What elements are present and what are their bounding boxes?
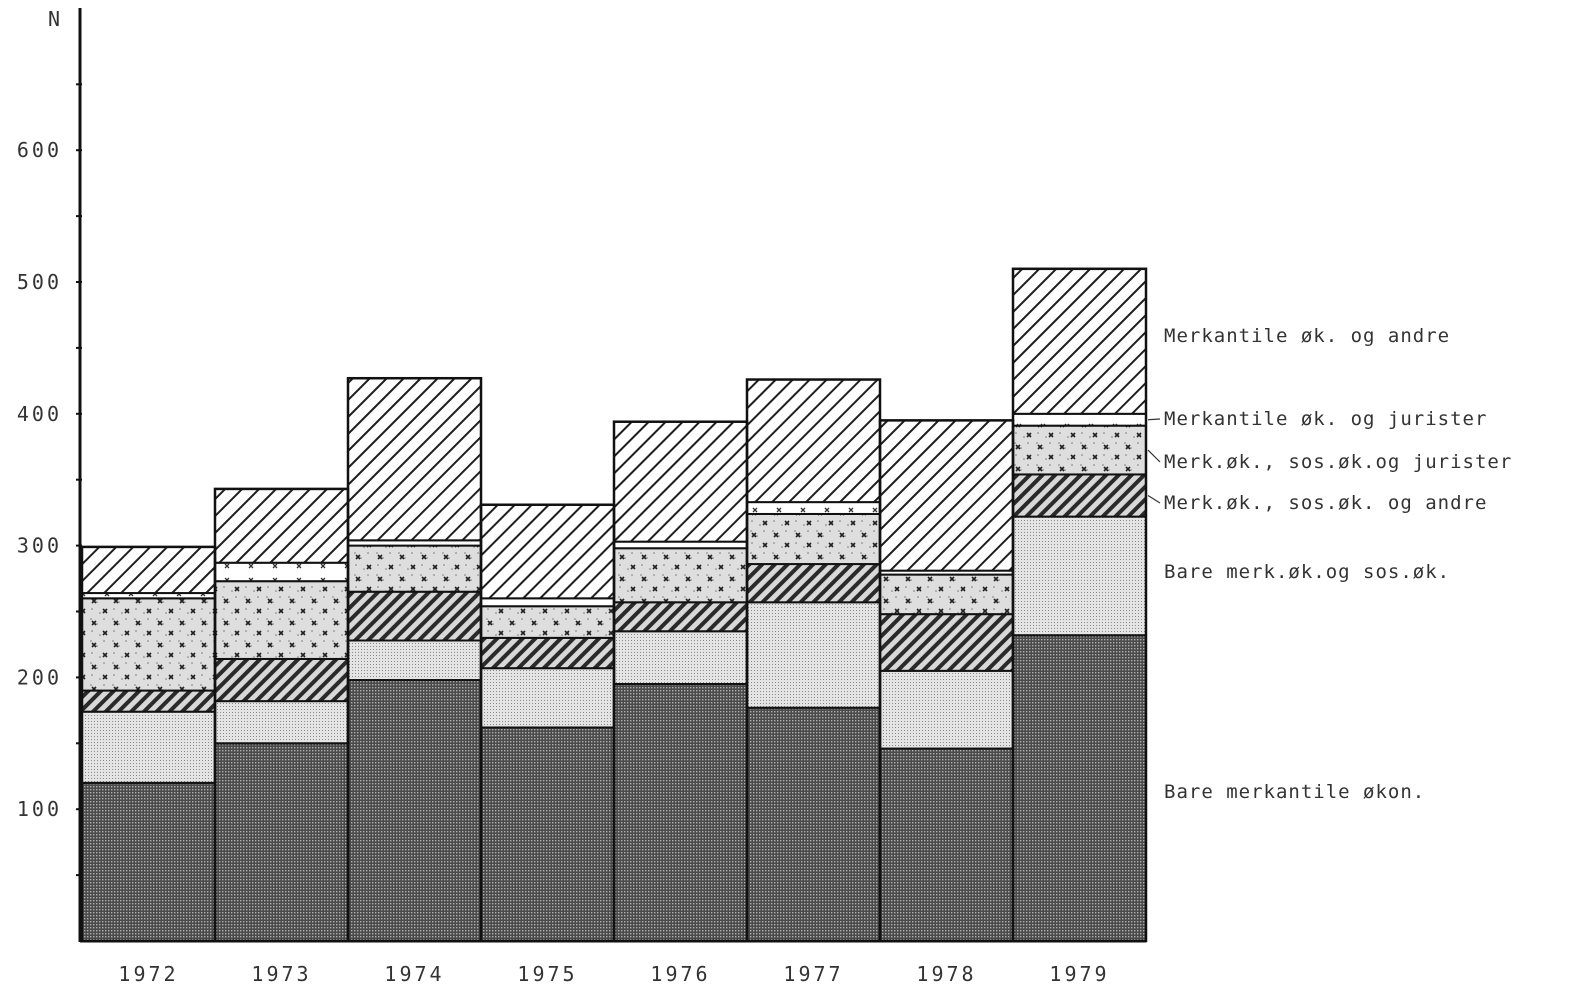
bar-segment — [1012, 515, 1147, 637]
bar-segment — [879, 573, 1014, 616]
bars — [80, 267, 1148, 943]
legend-label: Merk.øk., sos.øk. og andre — [1164, 492, 1487, 514]
bar-segment — [613, 547, 748, 604]
bar-segment — [613, 420, 748, 543]
bar-segment — [214, 700, 349, 745]
x-tick-labels: 1972 1973 1974 1975 1976 1977 1978 1979 — [118, 962, 1109, 986]
legend-leader-line — [1147, 418, 1161, 421]
bar-segment — [746, 501, 881, 515]
x-tick-label: 1975 — [517, 962, 577, 986]
x-tick-label: 1973 — [251, 962, 311, 986]
y-tick-label: 100 — [17, 797, 62, 821]
bar-segment — [1012, 424, 1147, 476]
legend-leader-line — [1147, 449, 1161, 463]
x-tick-label: 1979 — [1049, 962, 1109, 986]
bar-outline — [1011, 267, 1148, 943]
x-tick-label: 1977 — [783, 962, 843, 986]
bar-segment — [81, 689, 216, 713]
bar-segment — [347, 679, 482, 942]
bar-segment — [879, 669, 1014, 750]
bar-segment — [214, 742, 349, 942]
bar-segment — [214, 561, 349, 583]
y-axis-title: N — [48, 7, 63, 31]
bar-segment — [613, 601, 748, 633]
series-3 — [81, 473, 1147, 713]
legend-label: Bare merk.øk.og sos.øk. — [1164, 561, 1450, 583]
bar-segment — [746, 706, 881, 942]
legend: Bare merkantile økon. Bare merk.øk.og sos… — [1147, 325, 1512, 803]
bar-segment — [81, 781, 216, 943]
bar-segment — [613, 682, 748, 942]
series-2 — [81, 515, 1147, 784]
bar-segment — [347, 590, 482, 642]
bar-segment — [879, 747, 1014, 943]
y-tick-label: 200 — [17, 665, 62, 689]
bar-segment — [1012, 473, 1147, 518]
legend-label: Merkantile øk. og jurister — [1164, 408, 1487, 430]
y-tick-label: 600 — [17, 138, 62, 162]
bar-segment — [879, 419, 1014, 572]
bar-segment — [613, 630, 748, 685]
bar-segment — [746, 563, 881, 604]
bar-segment — [1012, 267, 1147, 415]
y-tick-label: 300 — [17, 534, 62, 558]
bar-segment — [214, 657, 349, 703]
series-1 — [81, 634, 1147, 943]
y-tick-label: 400 — [17, 402, 62, 426]
bar-segment — [81, 710, 216, 784]
bar-segment — [480, 667, 615, 729]
legend-label: Merk.øk., sos.øk.og jurister — [1164, 451, 1512, 473]
legend-label: Bare merkantile økon. — [1164, 781, 1425, 803]
bar-segment — [347, 639, 482, 682]
series-6 — [81, 267, 1147, 600]
bar-segment — [746, 378, 881, 504]
bar-segment — [347, 377, 482, 542]
bar-segment — [746, 512, 881, 566]
legend-label: Merkantile øk. og andre — [1164, 325, 1450, 347]
bar-segment — [746, 601, 881, 709]
x-tick-label: 1972 — [118, 962, 178, 986]
x-tick-label: 1978 — [916, 962, 976, 986]
bar-segment — [81, 545, 216, 595]
bar-segment — [214, 580, 349, 660]
bar-segment — [347, 544, 482, 593]
x-tick-label: 1974 — [384, 962, 444, 986]
y-tick-label: 500 — [17, 270, 62, 294]
bar-segment — [81, 597, 216, 692]
bar-segment — [879, 613, 1014, 672]
bar-segment — [480, 605, 615, 639]
legend-leader-line — [1147, 495, 1161, 504]
bar-segment — [1012, 634, 1147, 942]
bar-segment — [214, 487, 349, 564]
bar-segment — [480, 726, 615, 943]
bar-segment — [480, 503, 615, 600]
bar-segment — [480, 636, 615, 670]
bar-segment — [480, 597, 615, 608]
bar-segment — [1012, 412, 1147, 427]
y-ticks: 100 200 300 400 500 600 — [17, 83, 82, 877]
x-tick-label: 1976 — [650, 962, 710, 986]
